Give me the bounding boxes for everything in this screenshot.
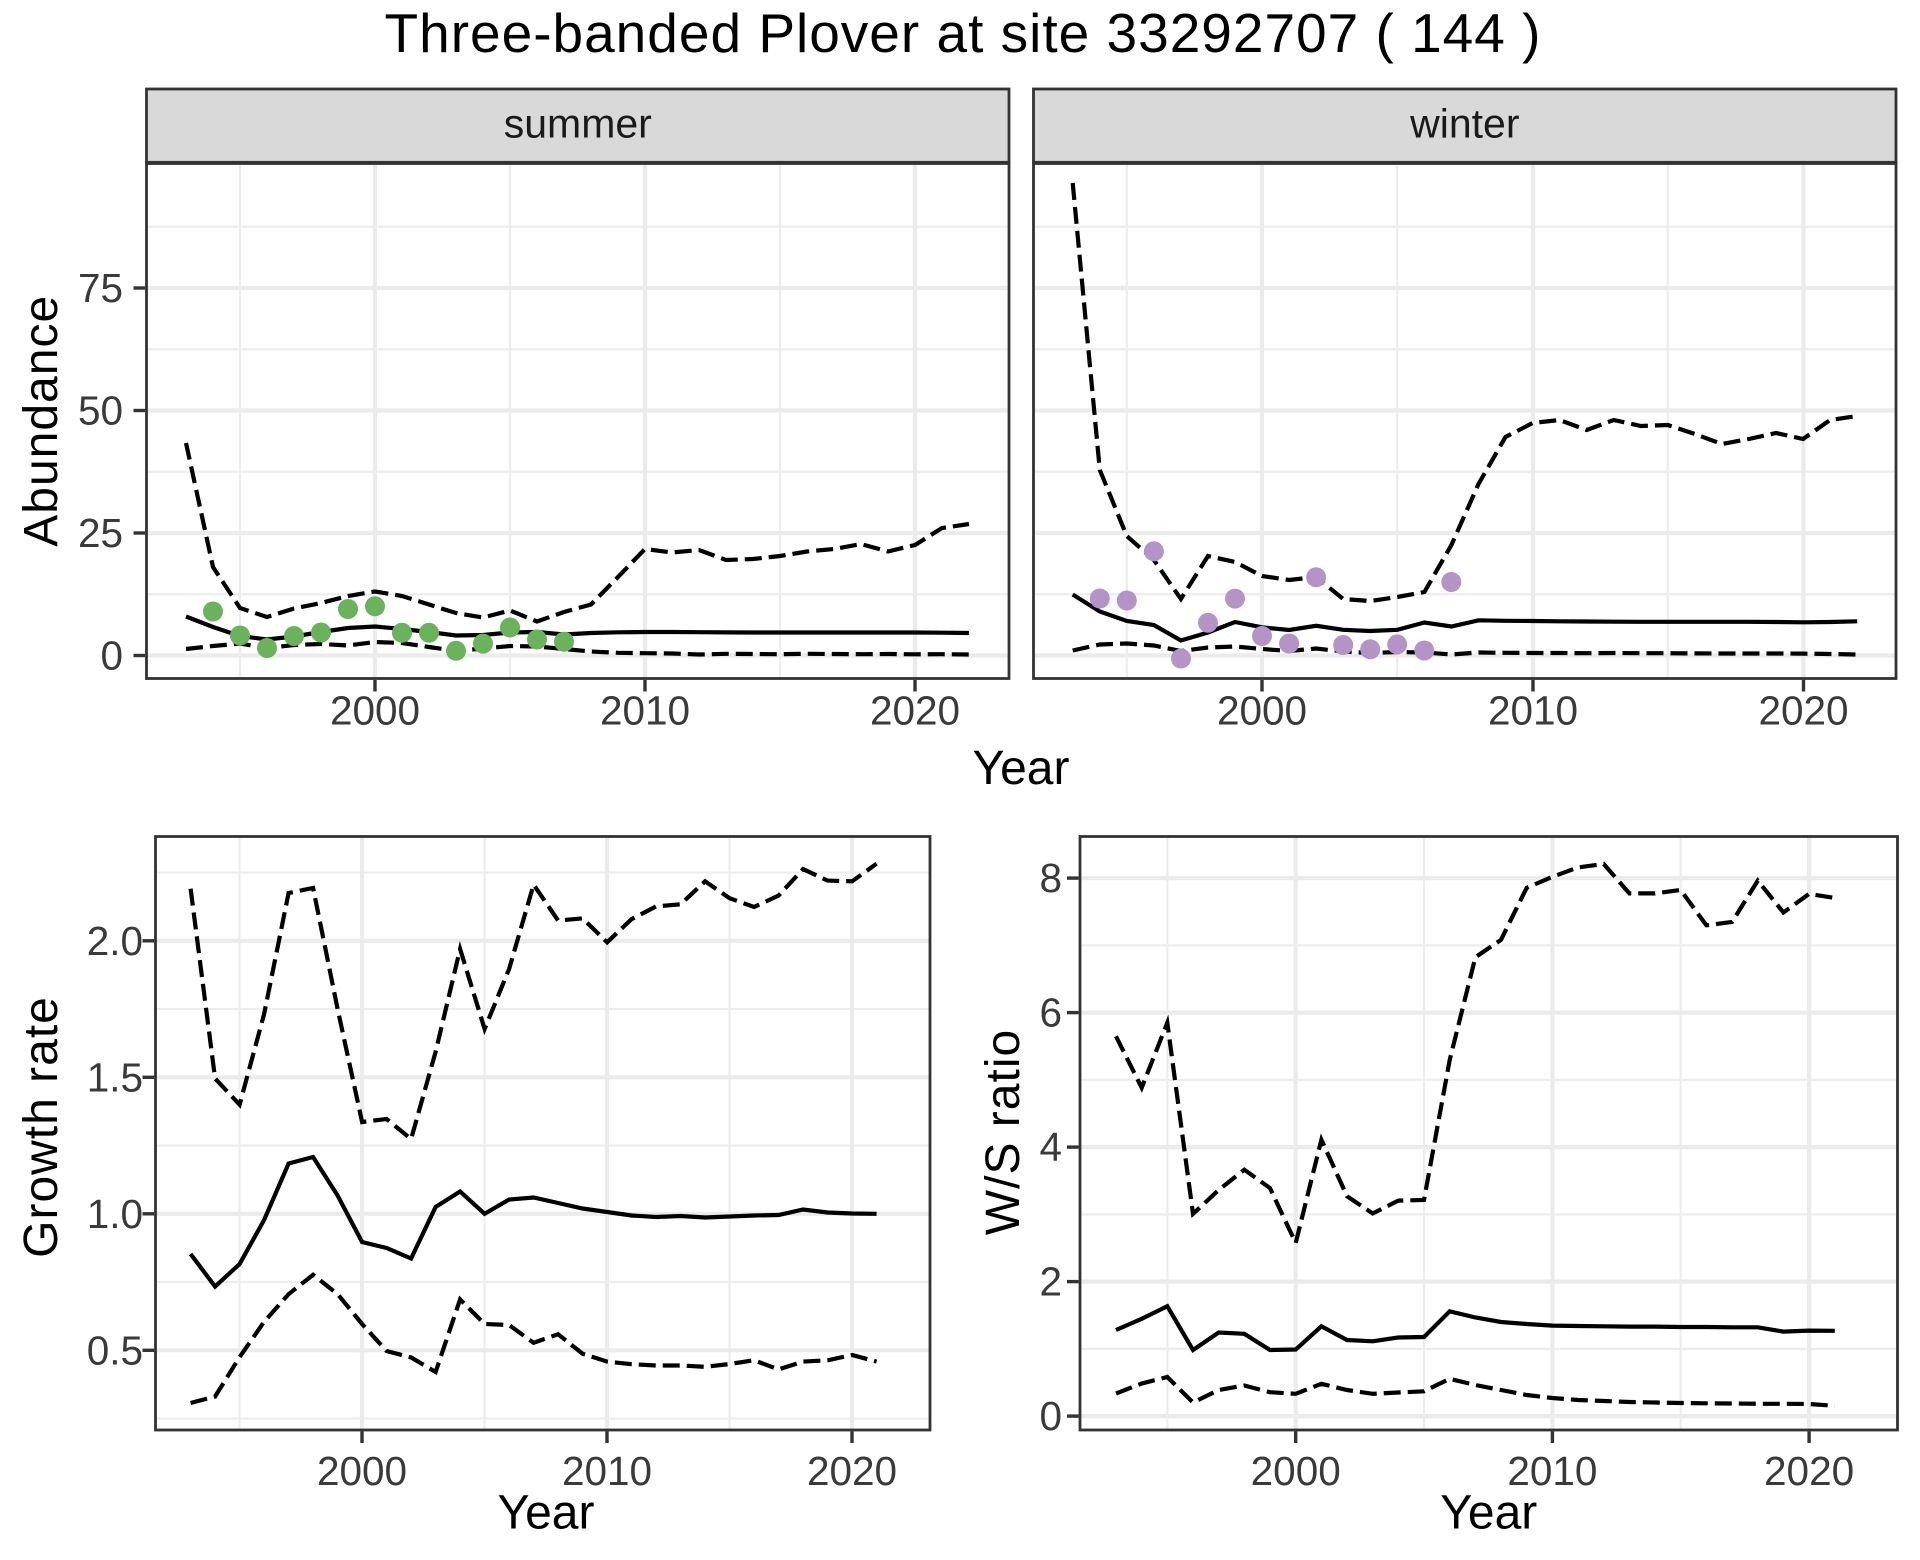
svg-text:2000: 2000 [1217, 688, 1307, 734]
svg-text:1.5: 1.5 [87, 1054, 143, 1100]
svg-text:Year: Year [1440, 1487, 1537, 1540]
svg-text:Three-banded Plover at site 33: Three-banded Plover at site 33292707 ( 1… [385, 2, 1542, 64]
svg-text:2020: 2020 [870, 688, 960, 734]
svg-text:2010: 2010 [1507, 1448, 1597, 1494]
svg-text:2010: 2010 [1488, 688, 1578, 734]
svg-text:0: 0 [100, 633, 123, 679]
svg-text:2.0: 2.0 [87, 918, 143, 964]
svg-text:Year: Year [973, 742, 1070, 795]
svg-text:Abundance: Abundance [15, 295, 68, 547]
svg-text:2020: 2020 [1764, 1448, 1854, 1494]
svg-text:2020: 2020 [807, 1448, 897, 1494]
svg-text:2000: 2000 [330, 688, 420, 734]
svg-text:2000: 2000 [1251, 1448, 1341, 1494]
svg-text:2020: 2020 [1758, 688, 1848, 734]
svg-text:8: 8 [1039, 855, 1062, 901]
svg-text:75: 75 [78, 265, 123, 311]
svg-text:1.0: 1.0 [87, 1191, 143, 1237]
svg-text:2010: 2010 [562, 1448, 652, 1494]
svg-text:2000: 2000 [317, 1448, 407, 1494]
svg-text:4: 4 [1039, 1124, 1062, 1170]
svg-text:W/S ratio: W/S ratio [977, 1029, 1030, 1235]
svg-text:2: 2 [1039, 1259, 1062, 1305]
svg-text:25: 25 [78, 510, 123, 556]
svg-text:winter: winter [1409, 101, 1519, 147]
svg-text:2010: 2010 [600, 688, 690, 734]
svg-text:0: 0 [1039, 1393, 1062, 1439]
svg-text:Year: Year [498, 1487, 595, 1540]
svg-text:50: 50 [78, 388, 123, 434]
svg-text:Growth rate: Growth rate [15, 996, 68, 1258]
svg-text:summer: summer [504, 101, 652, 147]
svg-text:6: 6 [1039, 990, 1062, 1036]
svg-text:0.5: 0.5 [87, 1327, 143, 1373]
